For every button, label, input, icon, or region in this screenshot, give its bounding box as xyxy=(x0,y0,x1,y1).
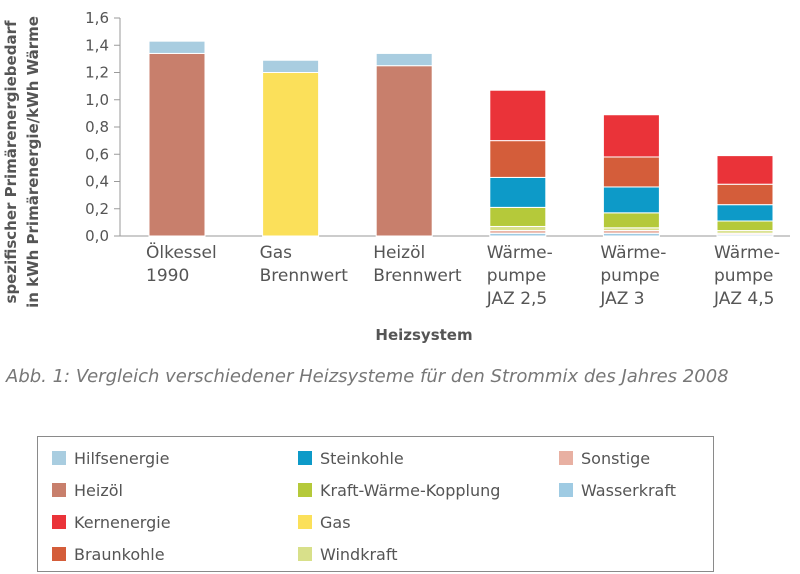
bar-segment xyxy=(375,52,433,67)
y-tick-label: 1,6 xyxy=(85,9,109,27)
x-category-label: Wärme-pumpe JAZ 4,5 xyxy=(713,243,780,309)
legend-label: Gas xyxy=(320,512,351,532)
legend-label: Sonstige xyxy=(581,448,651,468)
bar-segment xyxy=(602,186,660,214)
bar-segment xyxy=(375,65,433,237)
y-tick-label: 1,0 xyxy=(85,91,109,109)
bar-segment xyxy=(602,114,660,158)
figure-caption: Abb. 1: Vergleich verschiedener Heizsyst… xyxy=(6,366,729,387)
legend-item: Steinkohle xyxy=(298,447,404,469)
legend-item: Braunkohle xyxy=(52,543,165,565)
legend-item: Hilfsenergie xyxy=(52,447,169,469)
x-category-label: Wärme-pumpe JAZ 2,5 xyxy=(486,243,553,309)
legend-swatch xyxy=(298,515,312,529)
bar-segment xyxy=(716,155,774,185)
legend-item: Kernenergie xyxy=(52,511,171,533)
y-tick-label: 0,4 xyxy=(85,173,109,191)
bar-segment xyxy=(489,225,547,232)
legend-swatch xyxy=(52,451,66,465)
bar-segment xyxy=(716,183,774,206)
legend-swatch xyxy=(559,483,573,497)
y-tick-label: 1,4 xyxy=(85,36,109,54)
legend-label: Hilfsenergie xyxy=(74,448,170,468)
legend-swatch xyxy=(559,451,573,465)
legend-item: Windkraft xyxy=(298,543,397,565)
x-category-label: Heizöl Brennwert xyxy=(373,243,462,286)
legend-swatch xyxy=(52,547,66,561)
x-category-label-line: Wärme- xyxy=(600,243,666,263)
legend-item: Wasserkraft xyxy=(559,479,676,501)
legend-label: Steinkohle xyxy=(320,448,404,468)
y-tick-label: 0,2 xyxy=(85,200,109,218)
legend-item: Sonstige xyxy=(559,447,650,469)
legend: Hilfsenergie Heizöl Kernenergie Braunkohle S… xyxy=(37,436,714,572)
legend-label: Wasserkraft xyxy=(581,480,676,500)
x-category-label-line: pumpe xyxy=(714,266,773,286)
bar-segment xyxy=(716,220,774,232)
y-tick-label: 0,8 xyxy=(85,118,109,136)
legend-swatch xyxy=(52,515,66,529)
x-category-label-line: JAZ 4,5 xyxy=(713,289,774,309)
legend-swatch xyxy=(298,547,312,561)
bar-segment xyxy=(489,140,547,178)
bar-segment xyxy=(489,206,547,227)
legend-item: Kraft-Wärme-Kopplung xyxy=(298,479,500,501)
y-tick-label: 0,6 xyxy=(85,145,109,163)
x-category-label-line: Brennwert xyxy=(373,266,462,286)
x-category-label-line: Wärme- xyxy=(487,243,553,263)
legend-item: Gas xyxy=(298,511,351,533)
bar-segment xyxy=(602,212,660,229)
x-category-label-line: JAZ 2,5 xyxy=(486,289,547,309)
x-category-label-line: JAZ 3 xyxy=(599,289,644,309)
y-axis-title-line: in kWh Primärenergie/kWh Wärme xyxy=(24,16,42,308)
bar-segment xyxy=(602,156,660,188)
bar-segment xyxy=(716,204,774,222)
legend-label: Heizöl xyxy=(74,480,123,500)
legend-label: Kraft-Wärme-Kopplung xyxy=(320,480,501,500)
x-category-label-line: pumpe xyxy=(600,266,659,286)
x-category-label-line: Gas xyxy=(260,243,293,263)
x-category-label: Gas Brennwert xyxy=(260,243,349,286)
bar-segment xyxy=(148,40,206,54)
legend-label: Windkraft xyxy=(320,544,398,564)
legend-swatch xyxy=(298,483,312,497)
x-category-label-line: pumpe xyxy=(487,266,546,286)
bar-segment xyxy=(262,72,320,237)
x-category-label: Wärme-pumpe JAZ 3 xyxy=(599,243,666,309)
bar-segment xyxy=(489,89,547,142)
legend-label: Kernenergie xyxy=(74,512,171,532)
y-axis-title-line: spezifischer Primärenergiebedarf xyxy=(2,20,20,303)
bar-segment xyxy=(262,59,320,73)
x-category-label: Ölkessel 1990 xyxy=(146,241,217,286)
bar-segment xyxy=(489,176,547,208)
bar-segment xyxy=(148,52,206,237)
y-tick-label: 0,0 xyxy=(85,227,109,245)
stacked-bar-chart: 0,0 0,2 0,4 0,6 0,8 1,0 1,2 1,4 1,6 spezifischer … xyxy=(2,9,790,344)
x-category-label-line: Ölkessel xyxy=(146,241,217,263)
y-axis-title: spezifischer Primärenergiebedarf in kWh P… xyxy=(2,16,42,308)
legend-swatch xyxy=(298,451,312,465)
x-category-label-line: Heizöl xyxy=(373,243,425,263)
legend-swatch xyxy=(52,483,66,497)
legend-label: Braunkohle xyxy=(74,544,165,564)
x-category-label-line: Wärme- xyxy=(714,243,780,263)
x-axis-title: Heizsystem xyxy=(375,326,472,344)
x-category-label-line: 1990 xyxy=(146,266,189,286)
legend-item: Heizöl xyxy=(52,479,123,501)
y-tick-label: 1,2 xyxy=(85,64,109,82)
x-category-label-line: Brennwert xyxy=(260,266,349,286)
